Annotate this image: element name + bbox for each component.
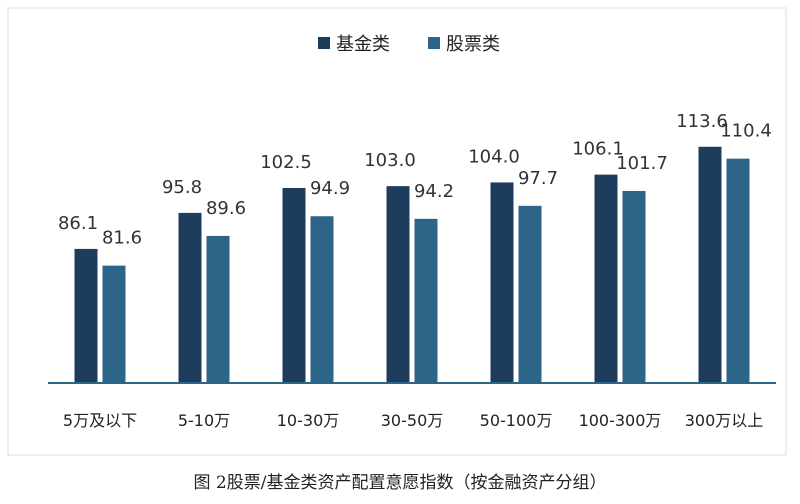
value-label: 86.1 [58,213,98,234]
x-tick-label: 50-100万 [480,411,553,430]
value-label: 97.7 [518,168,558,189]
bar [726,158,750,383]
bar [622,190,646,383]
bar [206,235,230,383]
legend-label: 股票类 [446,34,500,55]
value-label: 104.0 [468,146,520,167]
bar [594,174,618,383]
bar [102,265,126,383]
value-label: 89.6 [206,198,246,219]
x-tick-label: 5万及以下 [63,411,137,430]
x-tick-label: 300万以上 [685,411,764,430]
caption: 图 2股票/基金类资产配置意愿指数（按金融资产分组） [194,473,607,493]
legend-swatch [428,37,440,49]
chart-frame [7,7,787,456]
value-label: 101.7 [616,153,668,174]
value-label: 95.8 [162,177,202,198]
x-tick-label: 100-300万 [579,411,662,430]
value-label: 110.4 [720,121,772,142]
bar [698,146,722,383]
legend-label: 基金类 [336,34,390,55]
bar [282,188,306,383]
bar [386,186,410,383]
bar [414,218,438,383]
value-label: 106.1 [572,139,624,160]
value-label: 102.5 [260,152,312,173]
bar [178,212,202,383]
bar [490,182,514,383]
legend-swatch [318,37,330,49]
bar [310,216,334,383]
value-label: 113.6 [676,111,728,132]
x-tick-label: 10-30万 [277,411,340,430]
bar [518,205,542,383]
x-tick-label: 30-50万 [381,411,444,430]
bar [74,248,98,383]
value-label: 94.9 [310,178,350,199]
value-label: 81.6 [102,228,142,249]
value-label: 103.0 [364,150,416,171]
x-tick-label: 5-10万 [178,411,230,430]
value-label: 94.2 [414,181,454,202]
